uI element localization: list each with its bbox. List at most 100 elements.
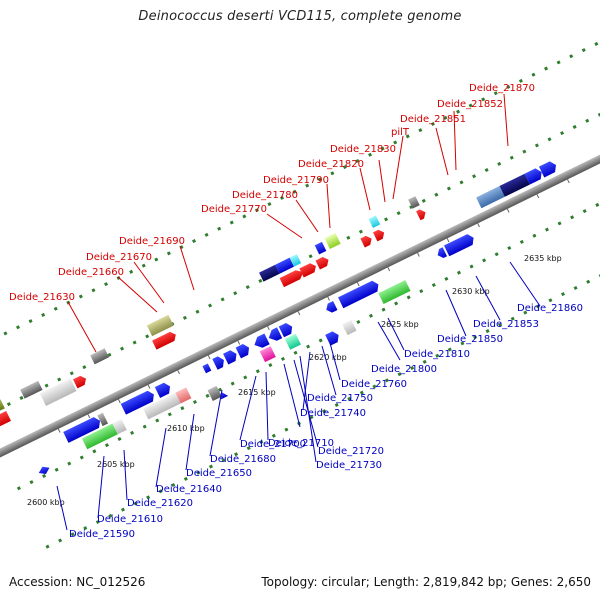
gene-feature[interactable] xyxy=(279,268,306,288)
scale-tick-label: 2610 kbp xyxy=(167,424,205,433)
gene-label-top[interactable]: Deide_21690 xyxy=(119,236,185,247)
gene-feature[interactable] xyxy=(97,412,109,427)
gene-feature[interactable] xyxy=(235,342,252,359)
scale-tick-label: 2600 kbp xyxy=(27,498,65,507)
gene-feature[interactable] xyxy=(499,173,530,197)
gene-label-bottom[interactable]: Deide_21750 xyxy=(307,393,373,404)
gene-feature[interactable] xyxy=(284,333,301,350)
scale-tick-label: 2630 kbp xyxy=(452,287,490,296)
gene-label-bottom[interactable]: Deide_21710 xyxy=(268,438,334,449)
gene-feature[interactable] xyxy=(112,419,127,435)
topology-summary: Topology: circular; Length: 2,819,842 bp… xyxy=(261,575,591,589)
gene-feature[interactable] xyxy=(378,280,411,305)
gene-feature[interactable] xyxy=(223,348,239,365)
genome-backbone xyxy=(0,123,600,466)
gene-feature[interactable] xyxy=(202,363,212,374)
gene-label-bottom[interactable]: Deide_21680 xyxy=(210,454,276,465)
gene-feature[interactable] xyxy=(289,254,302,267)
gene-label-top[interactable]: Deide_21670 xyxy=(86,252,152,263)
gene-feature[interactable] xyxy=(315,255,331,270)
gene-feature[interactable] xyxy=(207,385,222,402)
gene-label-bottom[interactable]: Deide_21700 xyxy=(240,439,306,450)
gene-label-bottom[interactable]: Deide_21610 xyxy=(97,514,163,525)
gene-feature[interactable] xyxy=(266,327,283,343)
gene-label-bottom[interactable]: Deide_21620 xyxy=(127,498,193,509)
gene-label-top[interactable]: Deide_21630 xyxy=(9,292,75,303)
gene-label-bottom[interactable]: Deide_21650 xyxy=(186,468,252,479)
gene-feature[interactable] xyxy=(63,415,102,443)
gene-feature[interactable] xyxy=(324,233,341,250)
gene-feature[interactable] xyxy=(435,247,448,259)
gene-feature[interactable] xyxy=(325,330,341,346)
gene-label-bottom[interactable]: Deide_21640 xyxy=(156,484,222,495)
gene-feature[interactable] xyxy=(143,392,181,420)
scale-tick-label: 2605 kbp xyxy=(97,460,135,469)
gene-label-bottom[interactable]: Deide_21850 xyxy=(437,334,503,345)
scale-minor-ticks xyxy=(57,179,570,433)
strand-forward-inner xyxy=(63,232,476,443)
gene-label-top[interactable]: Deide_21851 xyxy=(400,114,466,125)
gene-label-bottom[interactable]: Deide_21800 xyxy=(371,364,437,375)
gene-feature[interactable] xyxy=(259,264,280,282)
gene-feature[interactable] xyxy=(324,300,338,314)
gene-feature[interactable] xyxy=(73,374,88,389)
gene-feature[interactable] xyxy=(314,241,327,255)
gene-feature[interactable] xyxy=(39,378,77,406)
gene-feature[interactable] xyxy=(175,387,192,404)
gene-feature[interactable] xyxy=(275,257,294,274)
gene-label-top[interactable]: Deide_21660 xyxy=(58,267,124,278)
gene-feature[interactable] xyxy=(259,346,276,363)
gene-feature[interactable] xyxy=(37,464,51,476)
gene-label-bottom[interactable]: Deide_21590 xyxy=(69,529,135,540)
gene-feature[interactable] xyxy=(278,321,295,338)
scale-tick-label: 2620 kbp xyxy=(309,353,347,362)
top-label-leaders xyxy=(67,93,509,353)
gene-feature[interactable] xyxy=(416,208,428,221)
gene-feature[interactable] xyxy=(538,160,559,178)
gene-label-bottom[interactable]: Deide_21720 xyxy=(318,446,384,457)
gene-feature[interactable] xyxy=(360,234,373,248)
gene-feature[interactable] xyxy=(90,348,110,365)
gene-feature[interactable] xyxy=(20,380,43,399)
gene-label-top[interactable]: Deide_21852 xyxy=(437,99,503,110)
gene-label-top[interactable]: Deide_21870 xyxy=(469,83,535,94)
genome-track xyxy=(0,40,600,549)
gene-feature[interactable] xyxy=(342,319,357,336)
gene-label-top[interactable]: Deide_21780 xyxy=(232,190,298,201)
gene-label-bottom[interactable]: Deide_21730 xyxy=(316,460,382,471)
top-labels: Deide_21630 Deide_21660 Deide_21670 Deid… xyxy=(9,83,535,303)
gene-label-bottom[interactable]: Deide_21853 xyxy=(473,319,539,330)
gene-feature[interactable] xyxy=(146,314,174,337)
gene-label-top[interactable]: pilT xyxy=(391,127,410,138)
bottom-label-leaders xyxy=(56,261,541,531)
gene-label-top[interactable]: Deide_21830 xyxy=(330,144,396,155)
scale-tick-label: 2615 kbp xyxy=(238,388,276,397)
gene-feature[interactable] xyxy=(476,186,505,209)
scale-tick-label: 2635 kbp xyxy=(524,254,562,263)
gene-feature[interactable] xyxy=(443,232,476,257)
gene-feature[interactable] xyxy=(154,381,173,398)
gene-feature[interactable] xyxy=(81,423,118,450)
bottom-labels: Deide_21590 Deide_21610 Deide_21620 Deid… xyxy=(69,303,583,540)
gene-label-bottom[interactable]: Deide_21810 xyxy=(404,349,470,360)
gene-feature[interactable] xyxy=(252,333,270,350)
gene-feature[interactable] xyxy=(368,215,381,228)
gene-feature[interactable] xyxy=(338,279,381,309)
gene-feature[interactable] xyxy=(152,330,178,350)
gene-label-bottom[interactable]: Deide_21740 xyxy=(300,408,366,419)
gene-label-top[interactable]: Deide_21820 xyxy=(298,159,364,170)
gene-feature[interactable] xyxy=(120,389,157,415)
gene-feature[interactable] xyxy=(524,167,545,185)
gene-feature[interactable] xyxy=(299,261,318,278)
gene-label-top[interactable]: Deide_21790 xyxy=(263,175,329,186)
gene-label-bottom[interactable]: Deide_21860 xyxy=(517,303,583,314)
gene-feature[interactable] xyxy=(408,196,420,209)
gene-label-bottom[interactable]: Deide_21760 xyxy=(341,379,407,390)
accession-text: Accession: NC_012526 xyxy=(9,575,146,589)
gene-feature[interactable] xyxy=(212,355,226,370)
gene-feature[interactable] xyxy=(218,390,229,400)
gene-label-top[interactable]: Deide_21770 xyxy=(201,204,267,215)
gene-feature[interactable] xyxy=(0,411,11,429)
gene-feature[interactable] xyxy=(372,228,386,242)
